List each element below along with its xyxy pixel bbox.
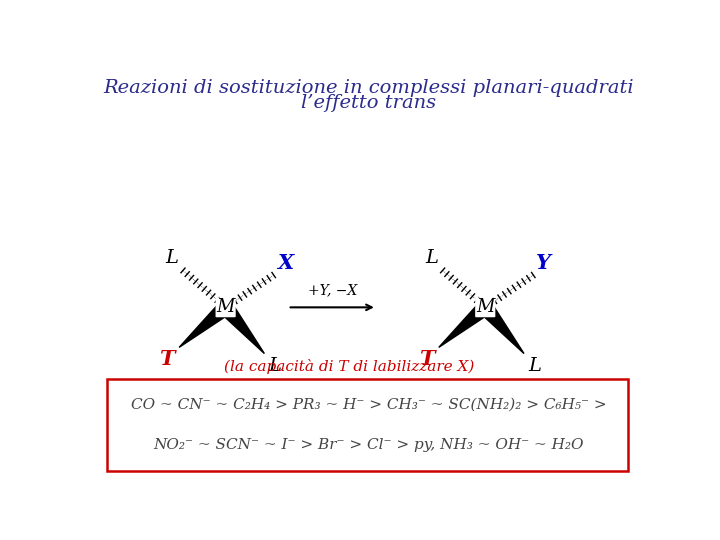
Text: CO ~ CN⁻ ~ C₂H₄ > PR₃ ~ H⁻ > CH₃⁻ ~ SC(NH₂)₂ > C₆H₅⁻ >: CO ~ CN⁻ ~ C₂H₄ > PR₃ ~ H⁻ > CH₃⁻ ~ SC(N… bbox=[131, 398, 607, 412]
Text: NO₂⁻ ~ SCN⁻ ~ I⁻ > Br⁻ > Cl⁻ > py, NH₃ ~ OH⁻ ~ H₂O: NO₂⁻ ~ SCN⁻ ~ I⁻ > Br⁻ > Cl⁻ > py, NH₃ ~… bbox=[154, 438, 584, 453]
Polygon shape bbox=[220, 302, 264, 354]
Text: T: T bbox=[159, 349, 174, 369]
Text: M: M bbox=[217, 298, 235, 316]
Polygon shape bbox=[179, 301, 230, 347]
Text: L: L bbox=[269, 356, 282, 375]
Text: l’effetto trans: l’effetto trans bbox=[302, 94, 436, 112]
Polygon shape bbox=[438, 301, 490, 347]
Text: Y: Y bbox=[536, 253, 552, 273]
Text: X: X bbox=[276, 253, 293, 273]
Text: L: L bbox=[166, 248, 179, 267]
Polygon shape bbox=[480, 302, 524, 354]
Text: +Y, −X: +Y, −X bbox=[307, 284, 357, 298]
Text: M: M bbox=[476, 298, 495, 316]
Text: (la capacità di T di labilizzare X): (la capacità di T di labilizzare X) bbox=[225, 359, 474, 374]
Text: L: L bbox=[425, 248, 438, 267]
Text: L: L bbox=[528, 356, 541, 375]
Text: Reazioni di sostituzione in complessi planari-quadrati: Reazioni di sostituzione in complessi pl… bbox=[104, 79, 634, 97]
Text: T: T bbox=[418, 349, 434, 369]
FancyBboxPatch shape bbox=[107, 379, 628, 471]
